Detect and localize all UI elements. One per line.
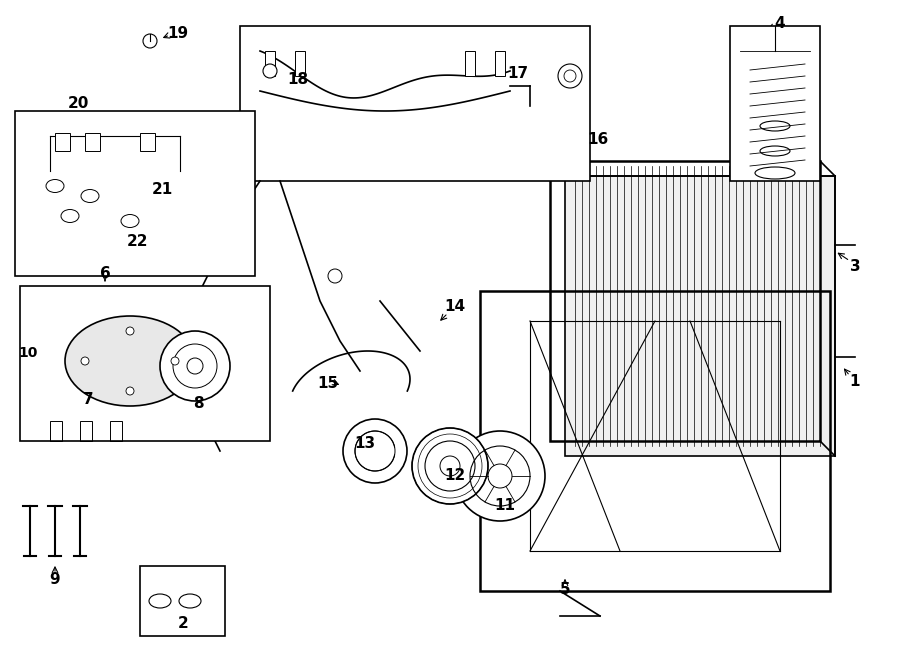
Text: 17: 17 [508,65,528,81]
Bar [20,286,270,441]
Ellipse shape [65,316,195,406]
Circle shape [328,269,342,283]
Bar [110,421,122,441]
Bar [85,133,100,151]
Circle shape [198,304,212,318]
Circle shape [263,64,277,78]
Bar [495,51,505,76]
Text: 4: 4 [775,15,786,30]
Text: 11: 11 [494,498,516,514]
FancyBboxPatch shape [240,26,590,181]
Circle shape [208,364,222,378]
Text: 13: 13 [355,436,375,451]
Circle shape [126,327,134,335]
Text: 15: 15 [318,375,338,391]
Bar [465,51,475,76]
Text: 5: 5 [560,582,571,596]
Text: 21: 21 [151,182,173,196]
Text: 1: 1 [850,373,860,389]
Text: 22: 22 [127,233,148,249]
Text: 7: 7 [83,391,94,407]
Text: 14: 14 [445,299,465,313]
Bar [140,133,155,151]
Text: 6: 6 [100,266,111,280]
Bar [480,291,830,591]
Bar [55,133,70,151]
Circle shape [81,357,89,365]
Text: 2: 2 [177,615,188,631]
Text: 16: 16 [588,132,608,147]
Bar [80,421,92,441]
Text: 10: 10 [18,346,38,360]
Bar [50,421,62,441]
Bar [730,26,820,181]
Circle shape [412,428,488,504]
Text: 12: 12 [445,469,465,483]
Circle shape [126,387,134,395]
Circle shape [160,331,230,401]
Text: 9: 9 [50,572,60,586]
Bar [265,51,275,76]
Circle shape [558,64,582,88]
Bar [15,111,255,276]
Text: 20: 20 [68,95,89,110]
Text: 18: 18 [287,71,309,87]
Circle shape [455,431,545,521]
Bar [140,566,225,636]
Bar [565,176,835,456]
Text: 3: 3 [850,258,860,274]
Circle shape [171,357,179,365]
Bar [550,161,820,441]
Text: 19: 19 [167,26,189,40]
Ellipse shape [755,167,795,179]
Text: 8: 8 [193,395,203,410]
Circle shape [343,419,407,483]
Bar [295,51,305,76]
